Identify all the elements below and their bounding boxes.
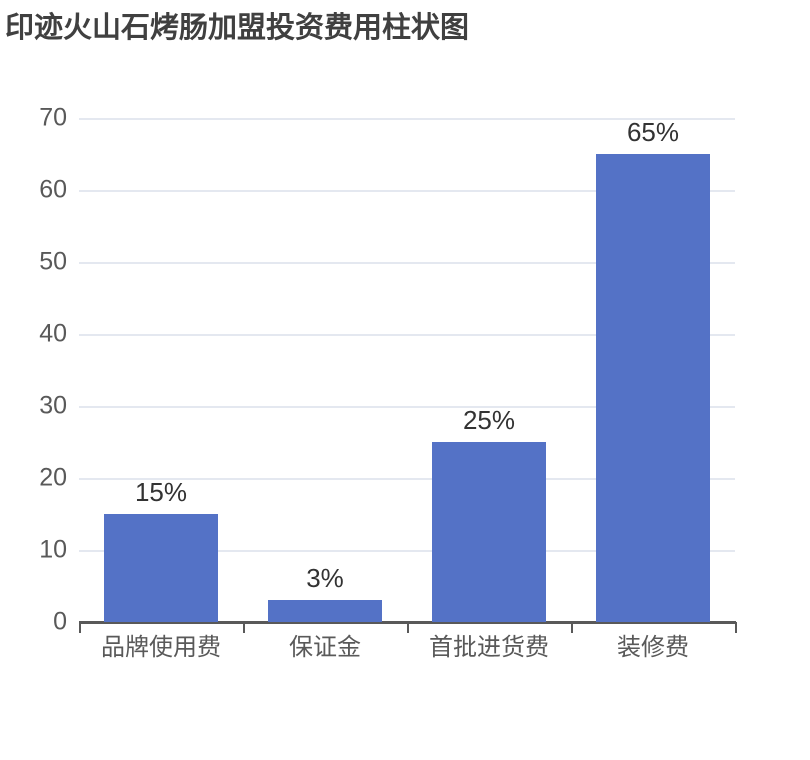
bar[interactable] xyxy=(595,154,711,622)
bar-value-label: 65% xyxy=(626,117,680,147)
y-axis-tick-label: 60 xyxy=(39,175,67,204)
x-axis-category-label: 首批进货费 xyxy=(429,634,549,661)
x-axis-tick-mark xyxy=(79,622,81,633)
bar[interactable] xyxy=(431,442,547,622)
chart-title: 印迹火山石烤肠加盟投资费用柱状图 xyxy=(5,12,470,44)
bar-value-label: 3% xyxy=(306,563,344,594)
bar-value-label: 15% xyxy=(134,477,188,507)
x-axis-category-label: 品牌使用费 xyxy=(101,634,221,661)
x-axis-category-label: 保证金 xyxy=(289,634,361,661)
bar[interactable] xyxy=(267,600,383,622)
gridline xyxy=(79,334,735,336)
y-axis-tick-label: 30 xyxy=(39,391,67,420)
x-axis-tick-mark xyxy=(243,622,245,633)
gridline xyxy=(79,478,735,480)
gridline xyxy=(79,550,735,552)
gridline xyxy=(79,262,735,264)
x-axis-tick-mark xyxy=(571,622,573,633)
gridline xyxy=(79,406,735,408)
y-axis-tick-label: 50 xyxy=(39,247,67,276)
bar[interactable] xyxy=(103,514,219,622)
y-axis-tick-label: 0 xyxy=(53,607,67,636)
gridline xyxy=(79,190,735,192)
plot-area xyxy=(79,118,735,622)
y-axis-tick-label: 70 xyxy=(39,103,67,132)
x-axis-tick-mark xyxy=(735,622,737,633)
y-axis-tick-label: 20 xyxy=(39,463,67,492)
y-axis-tick-label: 40 xyxy=(39,319,67,348)
gridline xyxy=(79,118,735,120)
y-axis-tick-label: 10 xyxy=(39,535,67,564)
x-axis-category-label: 装修费 xyxy=(617,634,689,661)
x-axis-tick-mark xyxy=(407,622,409,633)
bar-value-label: 25% xyxy=(462,405,516,435)
